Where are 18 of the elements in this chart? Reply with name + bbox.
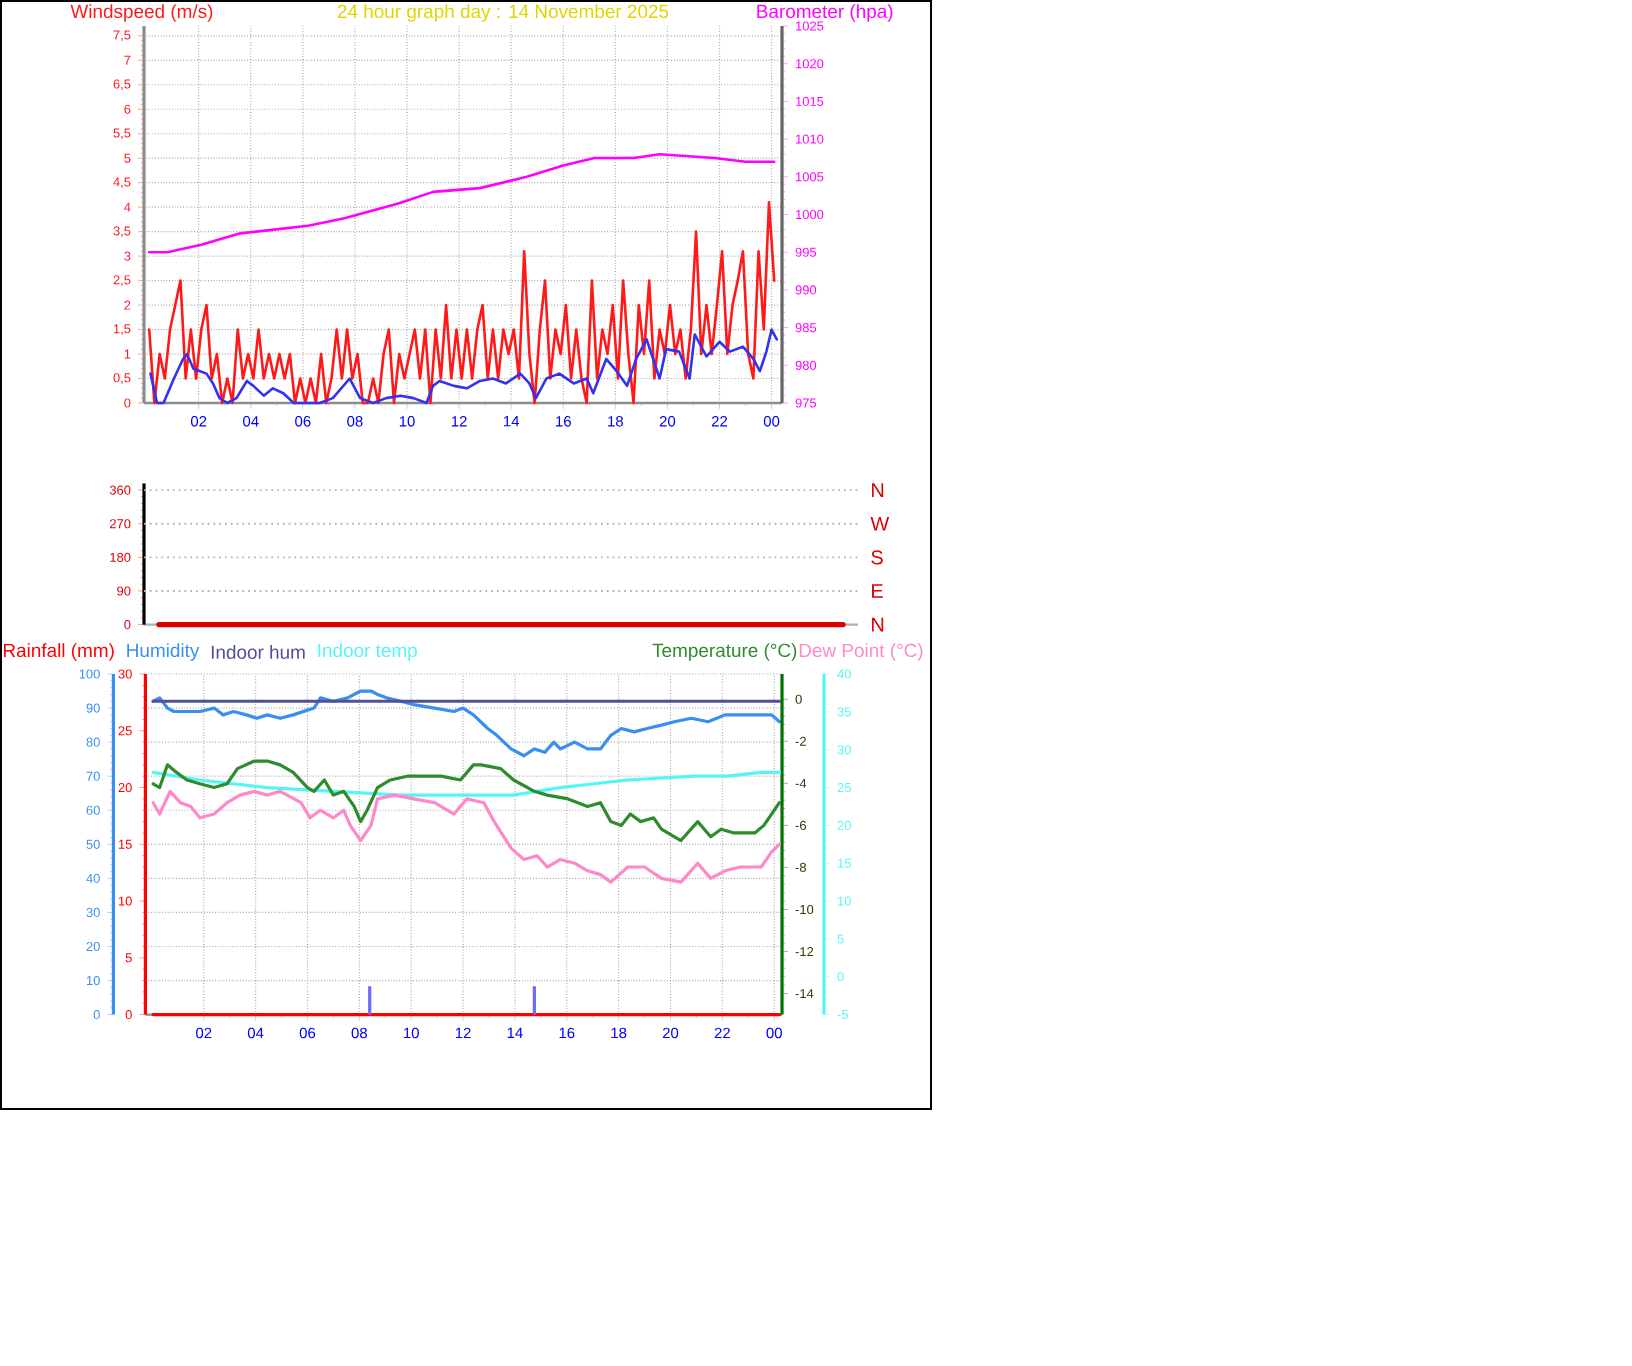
ref-line-label: S — [871, 550, 883, 565]
text: N — [872, 617, 884, 632]
text: Dew Point (°C) — [799, 643, 923, 661]
text: Humidity — [127, 643, 200, 661]
ref-line-label: W — [870, 516, 890, 531]
y2-axis-title: Barometer (hpa) — [757, 4, 893, 22]
y-axis-title: Windspeed (m/s) — [70, 4, 213, 22]
line-series — [147, 200, 776, 405]
ref-line-label: E — [872, 584, 883, 598]
text: Rainfall (mm) — [3, 643, 114, 661]
text: Indoor hum — [211, 645, 305, 659]
text: Temperature (°C) — [652, 643, 797, 661]
text: Indoor temp — [318, 643, 417, 661]
line-series — [149, 328, 779, 405]
line-series — [147, 152, 776, 254]
ref-line-label: N — [872, 483, 884, 497]
line-series — [151, 789, 782, 884]
chart-title: 24 hour graph day : 14 November 2025 — [337, 4, 669, 22]
